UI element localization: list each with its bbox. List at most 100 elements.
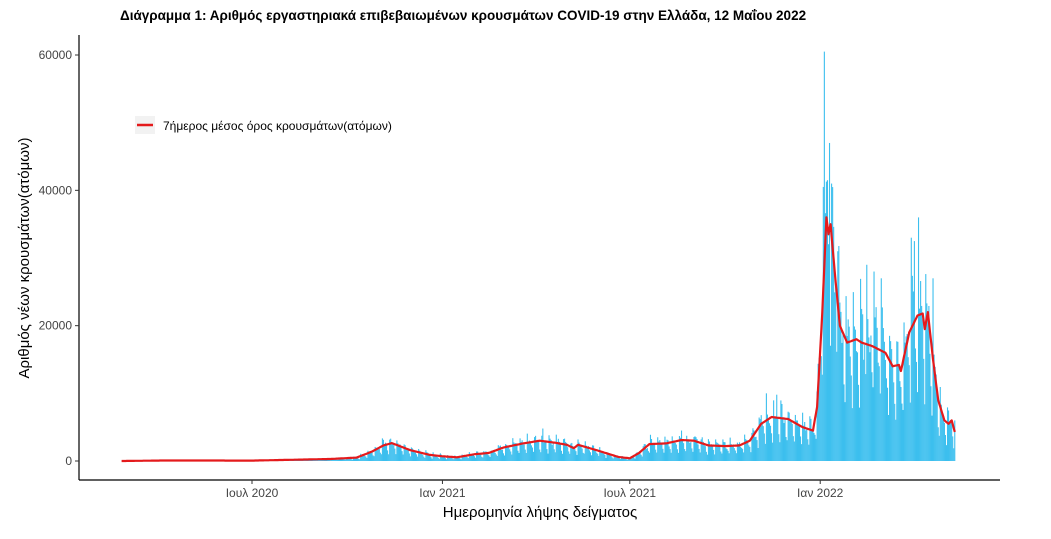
- daily-bar: [947, 407, 948, 461]
- daily-bar: [830, 346, 831, 461]
- daily-bar: [794, 442, 795, 461]
- daily-bar: [859, 408, 860, 461]
- daily-bar: [953, 448, 954, 461]
- daily-bar: [942, 414, 943, 461]
- daily-bar: [776, 395, 777, 461]
- daily-bar: [758, 448, 759, 461]
- daily-bar: [917, 392, 918, 461]
- daily-bar: [772, 443, 773, 461]
- daily-bar: [915, 348, 916, 461]
- daily-bar: [674, 441, 675, 461]
- daily-bar: [555, 452, 556, 461]
- daily-bar: [398, 446, 399, 461]
- daily-bar: [561, 451, 562, 461]
- daily-bar: [605, 458, 606, 461]
- daily-bar: [754, 437, 755, 461]
- daily-bar: [892, 365, 893, 461]
- daily-bar: [897, 342, 898, 461]
- daily-bar: [835, 283, 836, 461]
- daily-bar: [948, 410, 949, 461]
- daily-bar: [683, 443, 684, 461]
- daily-bar: [721, 453, 722, 461]
- daily-bar: [926, 303, 927, 461]
- daily-bar: [644, 444, 645, 461]
- daily-bar: [846, 296, 847, 461]
- daily-bar: [396, 440, 397, 461]
- daily-bar: [704, 445, 705, 461]
- daily-bar: [581, 446, 582, 461]
- y-tick-label: 20000: [39, 319, 73, 333]
- daily-bar: [812, 428, 813, 461]
- daily-bar: [657, 437, 658, 461]
- daily-bar: [543, 443, 544, 461]
- daily-bar: [585, 441, 586, 461]
- daily-bar: [943, 417, 944, 461]
- daily-bar: [741, 448, 742, 461]
- daily-bar: [931, 416, 932, 461]
- daily-bar: [511, 455, 512, 461]
- daily-bar: [919, 309, 920, 461]
- daily-bar: [740, 447, 741, 461]
- daily-bar: [806, 428, 807, 461]
- daily-bar: [902, 410, 903, 461]
- daily-bar: [414, 452, 415, 461]
- daily-bar: [828, 244, 829, 461]
- daily-bar: [415, 453, 416, 461]
- daily-bar: [431, 457, 432, 461]
- daily-bar: [735, 451, 736, 461]
- daily-bar: [591, 455, 592, 461]
- daily-bar: [524, 444, 525, 461]
- daily-bar: [723, 442, 724, 461]
- daily-bar: [771, 433, 772, 461]
- daily-bar: [895, 420, 896, 461]
- daily-bar: [388, 454, 389, 461]
- daily-bar: [383, 440, 384, 461]
- daily-bar: [634, 459, 635, 461]
- daily-bar: [507, 447, 508, 461]
- daily-bar: [873, 272, 874, 461]
- daily-bar: [860, 279, 861, 461]
- daily-bar: [743, 452, 744, 461]
- daily-bar: [854, 326, 855, 461]
- daily-bar: [676, 445, 677, 461]
- daily-bar: [557, 442, 558, 461]
- daily-bar: [478, 454, 479, 461]
- daily-bar: [950, 420, 951, 461]
- daily-bar: [736, 453, 737, 461]
- daily-bar: [900, 387, 901, 461]
- daily-bar: [654, 445, 655, 461]
- daily-bar: [569, 454, 570, 461]
- daily-bar: [571, 443, 572, 461]
- daily-bar: [787, 440, 788, 461]
- daily-bar: [508, 447, 509, 461]
- daily-bar: [843, 384, 844, 461]
- daily-bar: [502, 450, 503, 461]
- daily-bar: [536, 442, 537, 461]
- daily-bar: [531, 445, 532, 461]
- daily-bar: [374, 456, 375, 461]
- daily-bar: [479, 454, 480, 461]
- daily-bar: [580, 446, 581, 461]
- daily-bar: [889, 336, 890, 461]
- daily-bar: [714, 454, 715, 461]
- daily-bar: [870, 336, 871, 461]
- daily-bar: [530, 443, 531, 461]
- daily-bar: [377, 449, 378, 461]
- daily-bar: [946, 445, 947, 461]
- daily-bar: [688, 441, 689, 461]
- daily-bar: [834, 292, 835, 461]
- daily-bar: [767, 415, 768, 461]
- daily-bar: [829, 143, 830, 461]
- daily-bar: [747, 441, 748, 461]
- daily-bar: [446, 459, 447, 461]
- daily-bar: [732, 446, 733, 461]
- daily-bar: [887, 388, 888, 461]
- daily-bar: [866, 265, 867, 461]
- daily-bar: [852, 408, 853, 461]
- daily-bar: [520, 438, 521, 461]
- daily-bar: [498, 445, 499, 461]
- daily-bar: [711, 444, 712, 461]
- daily-bar: [599, 447, 600, 461]
- daily-bar: [708, 439, 709, 461]
- daily-bar: [803, 426, 804, 461]
